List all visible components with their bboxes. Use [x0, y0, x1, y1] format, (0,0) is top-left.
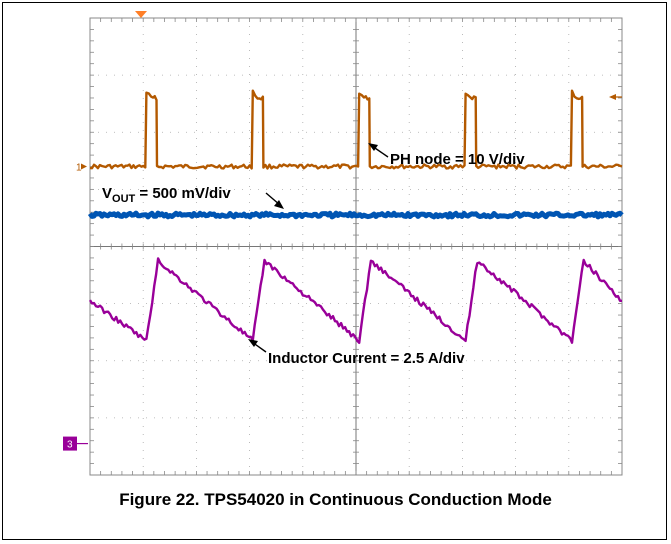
trace-3: [88, 257, 622, 344]
ph-node-label: PH node = 10 V/div: [390, 151, 525, 168]
ph-node-arrowhead: [368, 143, 378, 151]
trigger-level-marker: [609, 94, 616, 100]
channel-1-marker-arrow: [81, 163, 87, 170]
trace-2: [87, 210, 624, 220]
vout-label-rest: = 500 mV/div: [135, 185, 231, 202]
trace-1: [89, 89, 623, 170]
trigger-position-marker: [135, 11, 147, 18]
vout-label: VOUT = 500 mV/div: [102, 185, 231, 205]
channel-3-marker-label: 3: [67, 440, 73, 451]
plot-markers: 13: [63, 11, 622, 451]
inductor-arrowhead: [248, 339, 258, 347]
plot-grid: [89, 17, 623, 476]
ph-node-annotation: PH node = 10 V/div: [368, 143, 525, 168]
vout-arrowhead: [274, 200, 284, 209]
inductor-annotation: Inductor Current = 2.5 A/div: [248, 339, 465, 367]
vout-label-sub: OUT: [112, 193, 136, 205]
vout-label-main: V: [102, 185, 112, 202]
channel-3-marker-box: [63, 436, 77, 451]
figure-caption: Figure 22. TPS54020 in Continuous Conduc…: [119, 490, 552, 509]
vout-annotation: VOUT = 500 mV/div: [102, 185, 284, 209]
channel-1-marker-label: 1: [76, 163, 82, 174]
plot-traces: [87, 89, 624, 344]
inductor-label: Inductor Current = 2.5 A/div: [268, 350, 465, 367]
